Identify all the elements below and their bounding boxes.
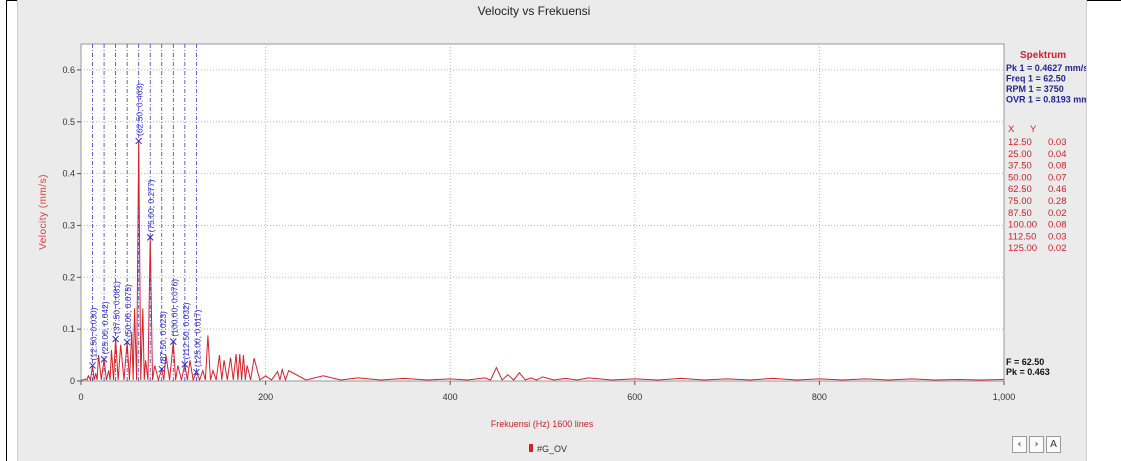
side-table-header-x: X — [1008, 124, 1015, 135]
peak-label: (12.50, 0.030) — [89, 307, 99, 360]
spectrum-chart[interactable]: Velocity vs Frekuensi (12.50, 0.030) (25.… — [18, 0, 1086, 461]
peak-marker-layer — [92, 44, 197, 381]
side-table-x-value: 125.00 — [1008, 243, 1037, 254]
side-table-x-value: 62.50 — [1008, 184, 1032, 195]
y-tick-label: 0.4 — [62, 169, 75, 179]
x-tick-label: 0 — [78, 392, 83, 402]
side-table-x-value: 112.50 — [1008, 231, 1036, 242]
y-tick-label: 0.2 — [62, 272, 75, 282]
peak-label: (37.50, 0.081) — [112, 281, 122, 334]
side-table-x-value: 12.50 — [1008, 137, 1032, 148]
border-top-line-left — [6, 0, 17, 1]
plot-area — [80, 43, 1005, 382]
peak-label: (50.00, 0.075) — [123, 284, 133, 337]
peak-x-marker — [158, 365, 166, 373]
peak-label: (25.00, 0.042) — [100, 301, 110, 354]
side-table-header-y: Y — [1030, 124, 1037, 135]
side-info-line: Pk 1 = 0.4627 mm/s — [1006, 63, 1086, 73]
peak-label: (62.50, 0.463) — [135, 83, 145, 136]
side-table-x-value: 100.00 — [1008, 220, 1037, 231]
peak-label: (100.00, 0.076) — [169, 279, 179, 337]
side-table-y-value: 0.02 — [1048, 243, 1067, 254]
legend: #G_OV — [529, 444, 567, 454]
side-info-line: RPM 1 = 3750 — [1006, 84, 1064, 94]
peak-point: (50.00, 0.075) — [123, 284, 133, 346]
side-info-line: Freq 1 = 62.50 — [1006, 74, 1066, 84]
next-button[interactable]: › — [1029, 436, 1044, 453]
chart-frame: Velocity vs Frekuensi (12.50, 0.030) (25.… — [17, 0, 1087, 461]
y-tick-label: 0.3 — [62, 220, 75, 230]
peak-point: (75.00, 0.277) — [146, 179, 156, 241]
peak-point: (100.00, 0.076) — [169, 279, 179, 345]
y-axis-title: Velocity (mm/s) — [38, 174, 49, 250]
peak-point: (37.50, 0.081) — [112, 281, 122, 343]
auto-button[interactable]: A — [1046, 436, 1061, 453]
side-table-y-value: 0.08 — [1048, 220, 1067, 231]
side-table-y-value: 0.04 — [1048, 149, 1067, 160]
legend-swatch — [529, 444, 533, 452]
legend-entry: #G_OV — [537, 444, 567, 454]
side-table-y-value: 0.03 — [1048, 137, 1067, 148]
border-top-line-right — [1086, 0, 1121, 1]
side-table-x-value: 75.00 — [1008, 196, 1032, 207]
peak-label: (75.00, 0.277) — [146, 179, 156, 232]
peak-point: (125.00, 0.017) — [192, 309, 202, 376]
peak-point: (112.50, 0.032) — [181, 302, 191, 368]
peak-x-marker — [146, 234, 154, 241]
grid-layer — [81, 44, 1004, 381]
chart-title: Velocity vs Frekuensi — [478, 4, 591, 18]
peak-label: (112.50, 0.032) — [181, 302, 191, 359]
x-tick-label: 400 — [443, 392, 458, 402]
cursor-peak: Pk = 0.463 — [1006, 367, 1050, 377]
peak-x-marker — [169, 338, 177, 345]
x-tick-label: 600 — [627, 392, 642, 402]
peak-point: (62.50, 0.463) — [135, 83, 145, 145]
side-table-y-value: 0.46 — [1048, 184, 1067, 195]
peak-x-marker — [123, 338, 131, 346]
side-panel-title: Spektrum — [1020, 50, 1066, 61]
y-tick-label: 0.5 — [62, 117, 75, 127]
prev-button[interactable]: ‹ — [1012, 436, 1027, 453]
y-tick-label: 0.1 — [62, 324, 75, 334]
peak-point: (87.50, 0.023) — [158, 311, 168, 373]
peak-x-marker — [112, 335, 119, 343]
peak-x-marker — [135, 137, 143, 145]
side-table-x-value: 25.00 — [1008, 149, 1032, 160]
peak-x-marker — [100, 355, 108, 363]
side-table-x-value: 37.50 — [1008, 161, 1032, 172]
y-tick-label: 0.6 — [62, 65, 75, 75]
side-info-line: OVR 1 = 0.8193 mm/s — [1006, 95, 1086, 105]
side-table-y-value: 0.03 — [1048, 231, 1067, 242]
series-line-g-ov — [81, 140, 1005, 382]
peak-x-marker — [89, 362, 96, 369]
peak-point: (25.00, 0.042) — [100, 301, 110, 363]
side-table-x-value: 87.50 — [1008, 208, 1032, 219]
peak-point: (12.50, 0.030) — [89, 307, 99, 369]
x-tick-label: 800 — [812, 392, 827, 402]
side-table-y-value: 0.07 — [1048, 172, 1067, 183]
y-tick-label: 0 — [70, 376, 75, 386]
peak-label: (87.50, 0.023) — [158, 311, 168, 364]
peak-label: (125.00, 0.017) — [192, 309, 202, 367]
side-table-y-value: 0.08 — [1048, 161, 1067, 172]
side-table-y-value: 0.02 — [1048, 208, 1067, 219]
peak-x-marker — [193, 368, 200, 376]
axis-layer: 0 0.1 0.2 0.3 0.4 0.5 0.6 0 200 400 600 800 1,000 — [62, 65, 1015, 402]
x-tick-label: 200 — [258, 392, 273, 402]
side-table-x-value: 50.00 — [1008, 172, 1032, 183]
x-axis-title: Frekuensi (Hz) 1600 lines — [491, 419, 594, 429]
cursor-frequency: F = 62.50 — [1006, 357, 1044, 367]
series-layer: (12.50, 0.030) (25.00, 0.042) (37.50, 0.08… — [81, 83, 1005, 382]
side-table-y-value: 0.28 — [1048, 196, 1067, 207]
x-tick-label: 1,000 — [993, 392, 1016, 402]
border-left-line — [6, 0, 7, 461]
peak-x-marker — [181, 361, 189, 368]
